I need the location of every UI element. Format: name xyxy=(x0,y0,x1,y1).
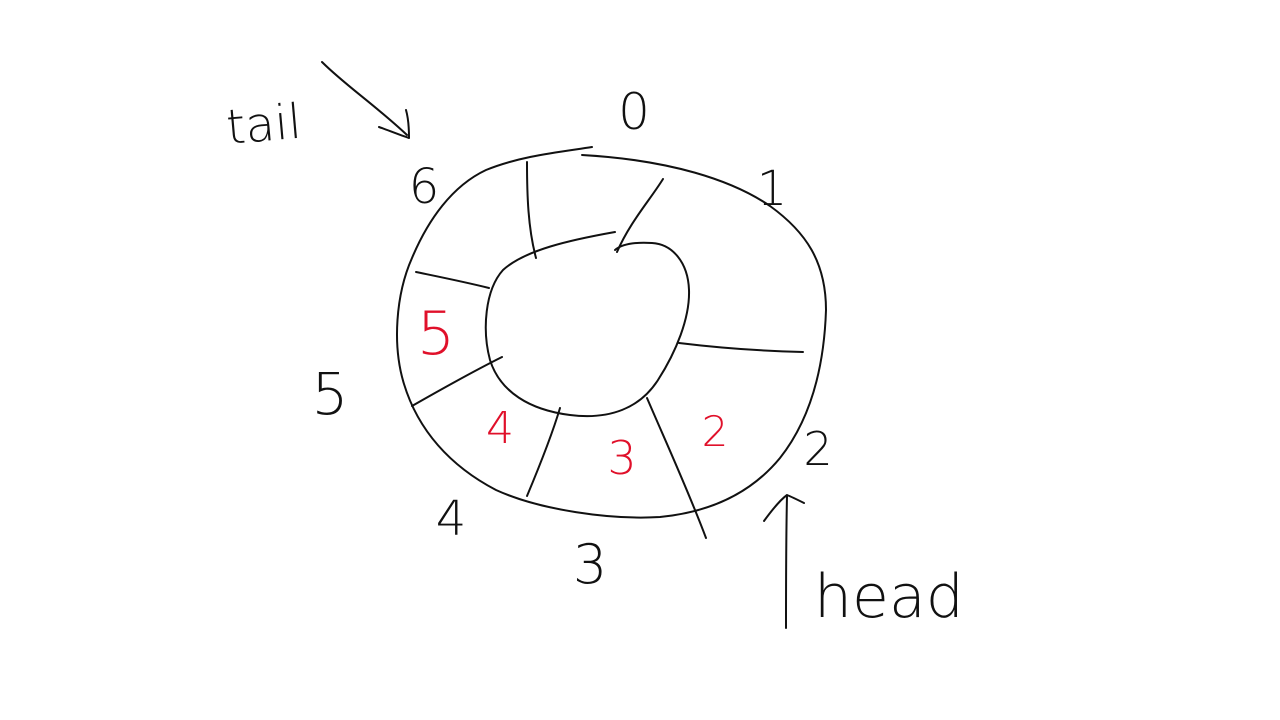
ring-inner-edge xyxy=(484,231,691,418)
slot-index-2: 2 xyxy=(803,422,832,476)
divider-1-2 xyxy=(678,342,804,353)
slot-index-4: 4 xyxy=(436,491,467,547)
divider-6-0 xyxy=(526,161,537,259)
stored-value-slot-3: 3 xyxy=(607,431,636,485)
slot-index-3: 3 xyxy=(573,533,607,596)
stored-value-slot-5: 5 xyxy=(417,299,455,369)
divider-5-6 xyxy=(415,271,490,289)
stored-value-slot-4: 4 xyxy=(486,403,514,454)
slot-index-5: 5 xyxy=(312,360,349,428)
tail-pointer: tail xyxy=(224,61,410,156)
head-pointer: head xyxy=(763,494,964,632)
stored-value-slot-2: 2 xyxy=(702,407,729,456)
slot-index-labels: 0 1 2 3 4 5 6 xyxy=(312,83,833,596)
head-arrow-head xyxy=(763,494,805,522)
divider-4-5 xyxy=(411,356,503,407)
slot-index-0: 0 xyxy=(618,83,650,141)
tail-label: tail xyxy=(224,94,304,156)
slot-index-6: 6 xyxy=(409,159,440,215)
slot-dividers xyxy=(411,161,804,539)
head-label: head xyxy=(814,562,964,632)
slot-index-1: 1 xyxy=(757,161,788,217)
tail-arrow xyxy=(321,61,408,136)
divider-3-4 xyxy=(526,407,561,497)
tail-arrow-head xyxy=(378,109,410,139)
ring-buffer xyxy=(396,146,827,519)
divider-0-1 xyxy=(616,178,664,253)
stored-values: 2 3 4 5 xyxy=(417,299,728,485)
ring-outer-edge xyxy=(396,146,827,519)
head-arrow-shaft xyxy=(785,495,788,629)
divider-2-3 xyxy=(646,397,707,539)
